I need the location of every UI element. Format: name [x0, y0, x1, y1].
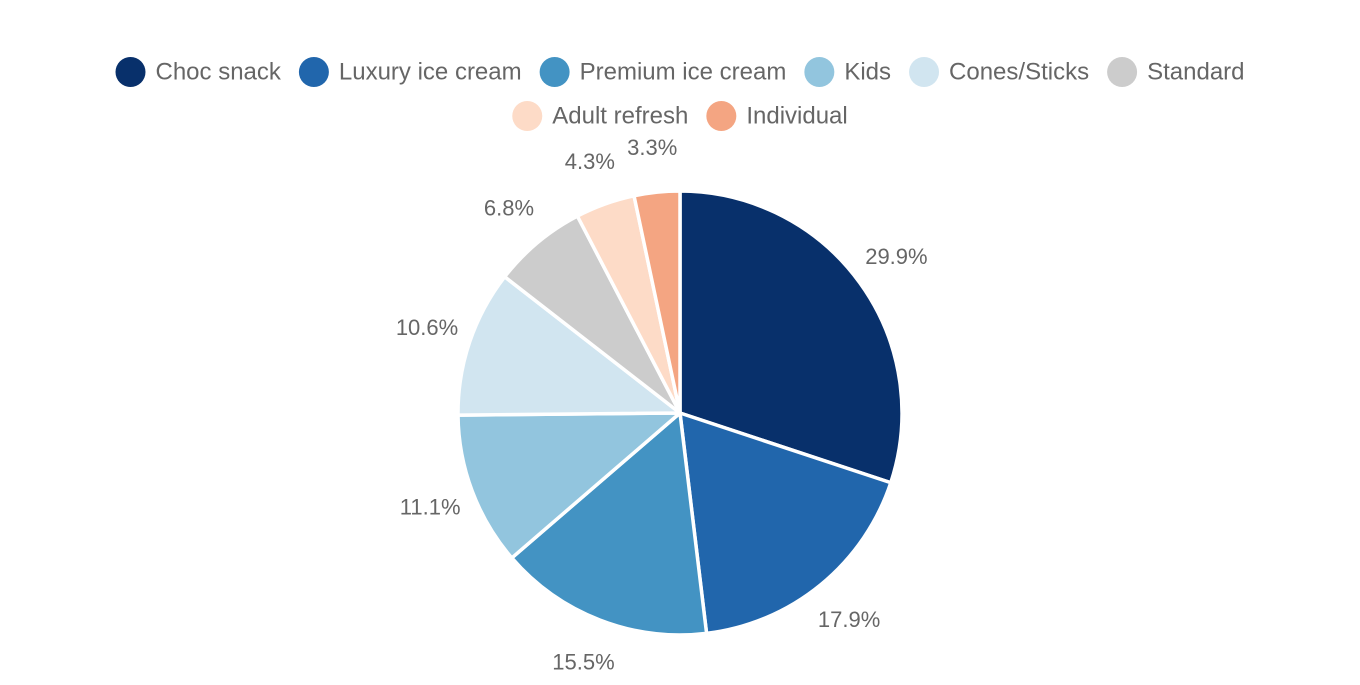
legend-marker-premium-ice-cream	[539, 57, 570, 87]
data-label-adult-refresh: 4.3%	[565, 149, 615, 174]
legend-marker-individual	[706, 101, 737, 131]
pie-slice-premium-ice-cream[interactable]	[510, 411, 709, 637]
data-label-premium-ice-cream: 15.5%	[552, 649, 614, 674]
legend-marker-adult-refresh	[512, 101, 543, 131]
legend-label-choc-snack: Choc snack	[156, 59, 282, 86]
legend-item-choc-snack[interactable]: Choc snack	[115, 57, 282, 87]
data-label-luxury-ice-cream: 17.9%	[818, 607, 880, 632]
data-label-kids: 11.1%	[400, 495, 461, 520]
legend-item-premium-ice-cream[interactable]: Premium ice cream	[539, 57, 787, 87]
pie-slice-choc-snack[interactable]	[678, 189, 904, 485]
pie-slice-cones-sticks[interactable]	[456, 275, 682, 417]
legend-item-adult-refresh[interactable]: Adult refresh	[512, 101, 688, 131]
legend-marker-cones-sticks	[909, 57, 940, 87]
legend-label-cones-sticks: Cones/Sticks	[949, 59, 1089, 86]
legend-item-luxury-ice-cream[interactable]: Luxury ice cream	[298, 57, 522, 87]
data-labels: 29.9% 17.9% 15.5% 11.1% 10.6% 6.8% 4.3% 3.3%	[396, 135, 928, 675]
legend-label-luxury-ice-cream: Luxury ice cream	[339, 59, 522, 86]
legend-marker-kids	[804, 57, 835, 87]
legend-label-adult-refresh: Adult refresh	[552, 103, 688, 130]
legend-item-individual[interactable]: Individual	[706, 101, 848, 131]
legend-item-kids[interactable]: Kids	[804, 57, 891, 87]
legend-marker-luxury-ice-cream	[298, 57, 329, 87]
legend-label-premium-ice-cream: Premium ice cream	[580, 59, 787, 86]
pie-slices	[456, 189, 904, 637]
pie-slice-luxury-ice-cream[interactable]	[678, 411, 893, 636]
data-label-individual: 3.3%	[627, 135, 677, 160]
pie-slice-kids[interactable]	[456, 411, 682, 560]
legend-label-kids: Kids	[844, 59, 891, 86]
legend-marker-standard	[1107, 57, 1138, 87]
data-label-choc-snack: 29.9%	[865, 244, 927, 269]
pie-slice-individual[interactable]	[632, 189, 682, 415]
legend-item-standard[interactable]: Standard	[1107, 57, 1245, 87]
data-label-cones-sticks: 10.6%	[396, 315, 458, 340]
legend-label-individual: Individual	[746, 103, 847, 130]
legend-marker-choc-snack	[115, 57, 146, 87]
legend-item-cones-sticks[interactable]: Cones/Sticks	[909, 57, 1089, 87]
data-label-standard: 6.8%	[484, 195, 534, 220]
legend: Choc snack Luxury ice cream Premium ice cr…	[115, 57, 1245, 131]
legend-label-standard: Standard	[1147, 59, 1244, 86]
